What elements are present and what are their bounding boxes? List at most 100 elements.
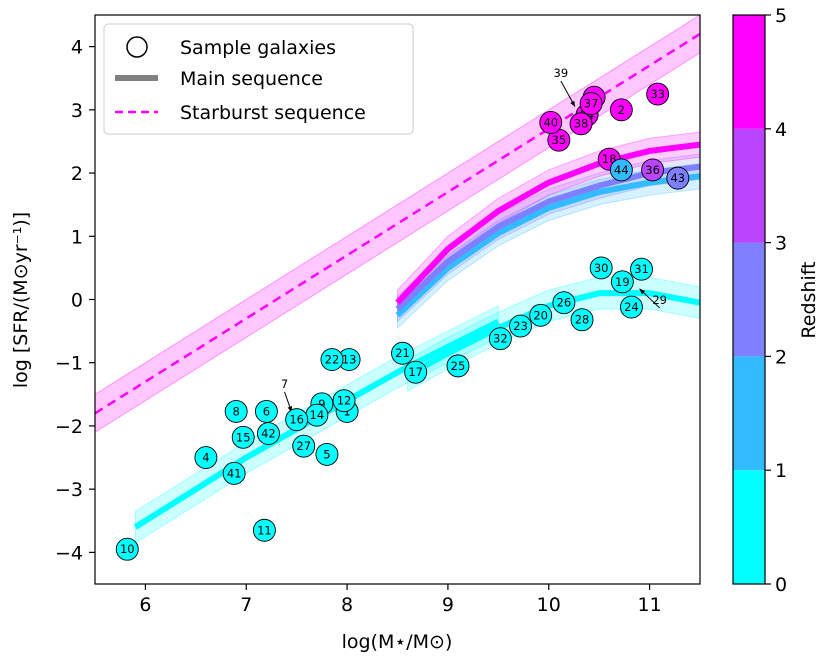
galaxy-point: 35 — [547, 128, 571, 152]
galaxy-point: 16 — [285, 408, 309, 432]
galaxy-marker — [552, 291, 576, 315]
colorbar-segment — [733, 15, 765, 129]
galaxy-point: 28 — [570, 308, 594, 332]
galaxy-label: 41 — [227, 466, 242, 480]
galaxy-marker — [446, 354, 470, 378]
galaxy-point: 27 — [292, 434, 316, 458]
main-sequence-line — [395, 173, 700, 318]
galaxy-label: 30 — [594, 261, 609, 275]
y-tick-label: 2 — [71, 163, 83, 185]
y-tick-label: 0 — [71, 290, 83, 312]
galaxy-label: 11 — [257, 523, 272, 537]
galaxy-label: 15 — [236, 430, 251, 444]
y-tick-label: 3 — [71, 100, 83, 122]
galaxy-label: 28 — [575, 313, 590, 327]
annotation-arrowhead — [639, 288, 646, 295]
galaxy-label: 20 — [533, 308, 548, 322]
x-tick-label: 10 — [537, 594, 561, 616]
y-tick-label: −4 — [55, 542, 83, 564]
x-axis-label: log(M⋆/M⊙) — [342, 631, 453, 653]
galaxy-label: 8 — [233, 404, 240, 418]
y-tick-label: −2 — [55, 416, 83, 438]
galaxy-point: 20 — [529, 303, 553, 327]
galaxy-label: 10 — [120, 542, 135, 556]
galaxy-point: 33 — [646, 82, 670, 106]
galaxy-label: 21 — [395, 346, 410, 360]
galaxy-label: 43 — [670, 171, 685, 185]
galaxy-marker — [252, 518, 276, 542]
galaxy-point: 43 — [666, 166, 690, 190]
galaxy-point: 4 — [194, 446, 218, 470]
colorbar-tick-label: 3 — [775, 233, 787, 255]
galaxy-label: 19 — [615, 275, 630, 289]
colorbar-tick-label: 1 — [775, 460, 787, 482]
galaxy-point: 17 — [404, 360, 428, 384]
annotation-arrowhead — [570, 100, 575, 107]
galaxy-marker — [579, 92, 603, 115]
colorbar-tick-label: 4 — [775, 119, 787, 141]
colorbar: 0 1 2 3 4 5 — [732, 5, 787, 596]
galaxy-label: 16 — [289, 413, 304, 427]
galaxy-label: 17 — [408, 365, 423, 379]
annotation-label: 29 — [652, 293, 667, 307]
galaxy-label: 24 — [624, 300, 639, 314]
galaxy-marker — [292, 434, 316, 458]
galaxy-label: 2 — [618, 103, 625, 117]
galaxy-marker — [315, 442, 339, 466]
galaxy-point: 21 — [391, 341, 414, 365]
galaxy-marker — [630, 257, 653, 281]
galaxy-label: 36 — [645, 163, 660, 177]
galaxy-marker — [488, 327, 512, 351]
colorbar-segment — [733, 356, 765, 471]
x-tick-label: 8 — [341, 594, 353, 616]
colorbar-frame — [732, 14, 766, 585]
y-tick-label: −3 — [55, 479, 83, 501]
galaxy-point: 22 — [320, 348, 344, 372]
galaxy-point: 5 — [315, 442, 339, 466]
galaxy-label: 26 — [557, 296, 572, 310]
galaxy-marker — [231, 425, 255, 449]
galaxy-label: 12 — [337, 394, 352, 408]
legend-main-sequence: Main sequence — [180, 68, 323, 90]
galaxy-marker — [320, 348, 344, 372]
colorbar-segment — [733, 128, 765, 243]
galaxy-point: 41 — [222, 461, 246, 485]
galaxy-marker — [619, 295, 643, 319]
galaxy-label: 4 — [202, 451, 209, 465]
galaxy-point: 32 — [488, 327, 512, 351]
galaxy-label: 6 — [263, 404, 270, 418]
galaxy-marker — [609, 98, 633, 122]
galaxy-label: 40 — [543, 115, 558, 129]
galaxy-point: 15 — [231, 425, 255, 449]
y-tick-label: 4 — [71, 37, 83, 59]
galaxy-point: 26 — [552, 291, 576, 315]
galaxy-point: 12 — [332, 389, 356, 413]
galaxy-point: 8 — [224, 399, 248, 423]
y-tick-label: −1 — [55, 353, 83, 375]
galaxy-marker — [332, 389, 356, 413]
x-tick-label: 7 — [240, 594, 252, 616]
galaxy-label: 33 — [650, 87, 665, 101]
galaxy-point: 37 — [579, 92, 603, 115]
galaxy-point: 44 — [609, 158, 633, 182]
galaxy-point: 19 — [610, 270, 634, 294]
galaxy-marker — [570, 308, 594, 332]
galaxy-marker — [222, 461, 246, 485]
galaxy-label: 23 — [513, 319, 528, 333]
galaxy-point: 23 — [509, 314, 532, 338]
galaxy-point: 11 — [252, 518, 276, 542]
galaxy-point: 2 — [609, 98, 633, 122]
colorbar-segment — [733, 242, 765, 357]
galaxy-marker — [569, 112, 593, 136]
galaxy-marker — [610, 270, 634, 294]
galaxy-point: 36 — [641, 158, 665, 182]
legend-box — [103, 23, 414, 135]
galaxy-marker — [285, 408, 309, 432]
colorbar-label: Redshift — [798, 261, 820, 338]
galaxy-label: 32 — [493, 332, 508, 346]
galaxy-label: 14 — [310, 408, 325, 422]
galaxy-point: 38 — [569, 112, 593, 136]
galaxy-point: 10 — [115, 537, 139, 561]
legend-circle-icon — [126, 36, 148, 58]
